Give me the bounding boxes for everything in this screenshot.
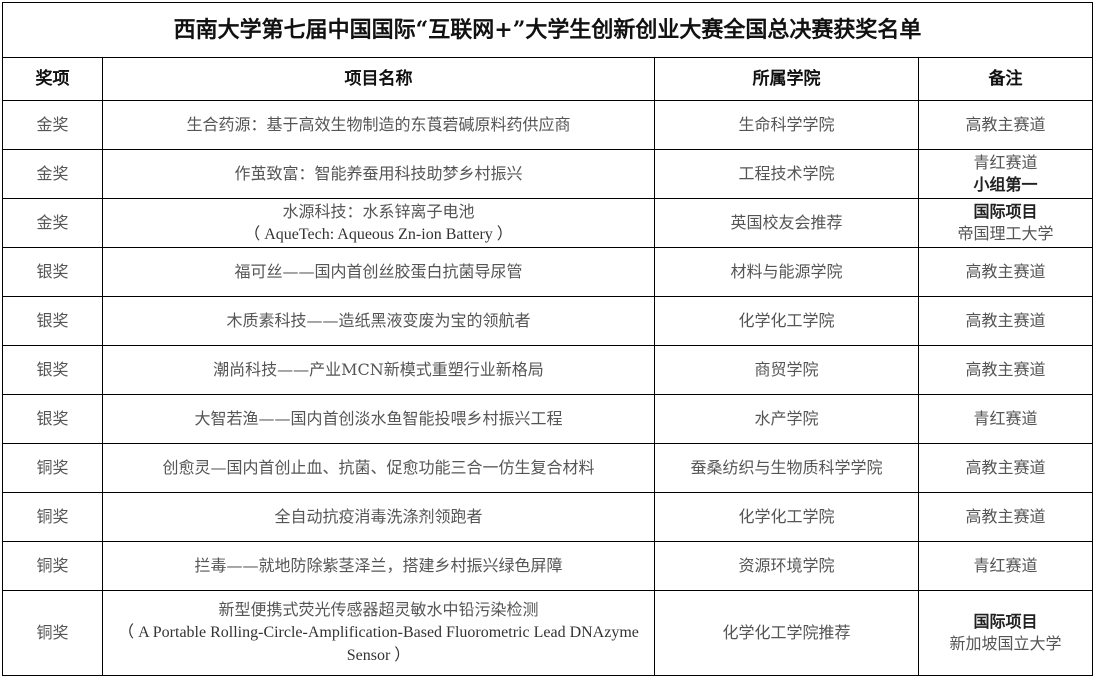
note: 国际项目	[973, 612, 1038, 631]
project-name: 大智若渔——国内首创淡水鱼智能投喂乡村振兴工程	[194, 409, 563, 428]
project-name-en: （ AqueTech: Aqueous Zn-ion Battery ）	[244, 225, 513, 243]
note-cell: 青红赛道	[918, 394, 1093, 444]
award: 金奖	[2, 198, 103, 248]
award: 金奖	[2, 149, 103, 199]
note-cell: 高教主赛道	[918, 492, 1093, 542]
project-cell: 生合药源：基于高效生物制造的东莨菪碱原料药供应商	[102, 100, 655, 150]
note: 青红赛道	[973, 409, 1038, 428]
award: 铜奖	[2, 492, 103, 542]
note-cell: 青红赛道	[918, 541, 1093, 591]
table-row: 铜奖 新型便携式荧光传感器超灵敏水中铅污染检测 （ A Portable Rolli…	[2, 590, 1093, 676]
table-row: 铜奖 创愈灵—国内首创止血、抗菌、促愈功能三合一仿生复合材料 蚕桑纺织与生物质科学学…	[2, 443, 1093, 493]
project-name: 水源科技：水系锌离子电池	[282, 201, 475, 221]
note: 高教主赛道	[965, 262, 1046, 281]
college: 材料与能源学院	[654, 247, 919, 297]
project-name: 作茧致富：智能养蚕用科技助梦乡村振兴	[234, 164, 523, 183]
note: 高教主赛道	[965, 115, 1046, 134]
project-cell: 大智若渔——国内首创淡水鱼智能投喂乡村振兴工程	[102, 394, 655, 444]
header-award: 奖项	[2, 57, 103, 101]
project-name-en: （ A Portable Rolling-Circle-Amplificatio…	[118, 624, 639, 664]
project-name: 潮尚科技——产业MCN新模式重塑行业新格局	[213, 360, 544, 379]
college: 工程技术学院	[654, 149, 919, 199]
college: 商贸学院	[654, 345, 919, 395]
project-name: 创愈灵—国内首创止血、抗菌、促愈功能三合一仿生复合材料	[162, 458, 595, 477]
college: 水产学院	[654, 394, 919, 444]
table-row: 银奖 木质素科技——造纸黑液变废为宝的领航者 化学化工学院 高教主赛道	[2, 296, 1093, 346]
note-cell: 青红赛道 小组第一	[918, 149, 1093, 199]
project-name: 新型便携式荧光传感器超灵敏水中铅污染检测	[218, 600, 539, 619]
page-title: 西南大学第七届中国国际“互联网+”大学生创新创业大赛全国总决赛获奖名单	[2, 2, 1093, 58]
header-note: 备注	[918, 57, 1093, 101]
note: 高教主赛道	[965, 360, 1046, 379]
award: 银奖	[2, 296, 103, 346]
header-row: 奖项 项目名称 所属学院 备注	[2, 57, 1093, 101]
college: 化学化工学院推荐	[654, 590, 919, 676]
note-cell: 高教主赛道	[918, 345, 1093, 395]
note-cell: 国际项目新加坡国立大学	[918, 590, 1093, 676]
project-cell: 拦毒——就地防除紫茎泽兰，搭建乡村振兴绿色屏障	[102, 541, 655, 591]
project-name: 拦毒——就地防除紫茎泽兰，搭建乡村振兴绿色屏障	[194, 556, 563, 575]
note-detail: 新加坡国立大学	[949, 634, 1062, 653]
note-detail: 帝国理工大学	[957, 224, 1054, 243]
project-cell: 潮尚科技——产业MCN新模式重塑行业新格局	[102, 345, 655, 395]
note: 高教主赛道	[965, 458, 1046, 477]
project-cell: 创愈灵—国内首创止血、抗菌、促愈功能三合一仿生复合材料	[102, 443, 655, 493]
note: 高教主赛道	[965, 507, 1046, 526]
award: 铜奖	[2, 590, 103, 676]
award: 铜奖	[2, 541, 103, 591]
college: 生命科学学院	[654, 100, 919, 150]
award: 铜奖	[2, 443, 103, 493]
college: 化学化工学院	[654, 492, 919, 542]
note: 青红赛道	[973, 556, 1038, 575]
note-cell: 国际项目帝国理工大学	[918, 198, 1093, 248]
table-row: 金奖 作茧致富：智能养蚕用科技助梦乡村振兴 工程技术学院 青红赛道 小组第一	[2, 149, 1093, 199]
header-college: 所属学院	[654, 57, 919, 101]
project-cell: 水源科技：水系锌离子电池 （ AqueTech: Aqueous Zn-ion B…	[102, 198, 655, 248]
award: 银奖	[2, 247, 103, 297]
table-row: 金奖 水源科技：水系锌离子电池 （ AqueTech: Aqueous Zn-ion…	[2, 198, 1093, 248]
table-row: 金奖 生合药源：基于高效生物制造的东莨菪碱原料药供应商 生命科学学院 高教主赛道	[2, 100, 1093, 150]
college: 化学化工学院	[654, 296, 919, 346]
project-name: 木质素科技——造纸黑液变废为宝的领航者	[226, 311, 531, 330]
college: 蚕桑纺织与生物质科学学院	[654, 443, 919, 493]
header-project: 项目名称	[102, 57, 655, 101]
note-cell: 高教主赛道	[918, 247, 1093, 297]
college: 资源环境学院	[654, 541, 919, 591]
college: 英国校友会推荐	[654, 198, 919, 248]
table-row: 铜奖 拦毒——就地防除紫茎泽兰，搭建乡村振兴绿色屏障 资源环境学院 青红赛道	[2, 541, 1093, 591]
project-cell: 新型便携式荧光传感器超灵敏水中铅污染检测 （ A Portable Rolling…	[102, 590, 655, 676]
project-name: 生合药源：基于高效生物制造的东莨菪碱原料药供应商	[186, 115, 571, 134]
note: 国际项目	[973, 202, 1038, 221]
project-name: 全自动抗疫消毒洗涤剂领跑者	[274, 507, 483, 526]
table-row: 铜奖 全自动抗疫消毒洗涤剂领跑者 化学化工学院 高教主赛道	[2, 492, 1093, 542]
award-table: 西南大学第七届中国国际“互联网+”大学生创新创业大赛全国总决赛获奖名单 奖项 项…	[2, 2, 1093, 676]
note: 高教主赛道	[965, 311, 1046, 330]
table-row: 银奖 潮尚科技——产业MCN新模式重塑行业新格局 商贸学院 高教主赛道	[2, 345, 1093, 395]
table-row: 银奖 福可丝——国内首创丝胶蛋白抗菌导尿管 材料与能源学院 高教主赛道	[2, 247, 1093, 297]
table-row: 银奖 大智若渔——国内首创淡水鱼智能投喂乡村振兴工程 水产学院 青红赛道	[2, 394, 1093, 444]
project-name: 福可丝——国内首创丝胶蛋白抗菌导尿管	[234, 262, 523, 281]
award: 银奖	[2, 394, 103, 444]
note-detail: 小组第一	[973, 175, 1038, 194]
project-cell: 木质素科技——造纸黑液变废为宝的领航者	[102, 296, 655, 346]
note-cell: 高教主赛道	[918, 443, 1093, 493]
project-cell: 全自动抗疫消毒洗涤剂领跑者	[102, 492, 655, 542]
award: 银奖	[2, 345, 103, 395]
note: 青红赛道	[973, 153, 1038, 172]
project-cell: 作茧致富：智能养蚕用科技助梦乡村振兴	[102, 149, 655, 199]
project-cell: 福可丝——国内首创丝胶蛋白抗菌导尿管	[102, 247, 655, 297]
note-cell: 高教主赛道	[918, 296, 1093, 346]
note-cell: 高教主赛道	[918, 100, 1093, 150]
award: 金奖	[2, 100, 103, 150]
